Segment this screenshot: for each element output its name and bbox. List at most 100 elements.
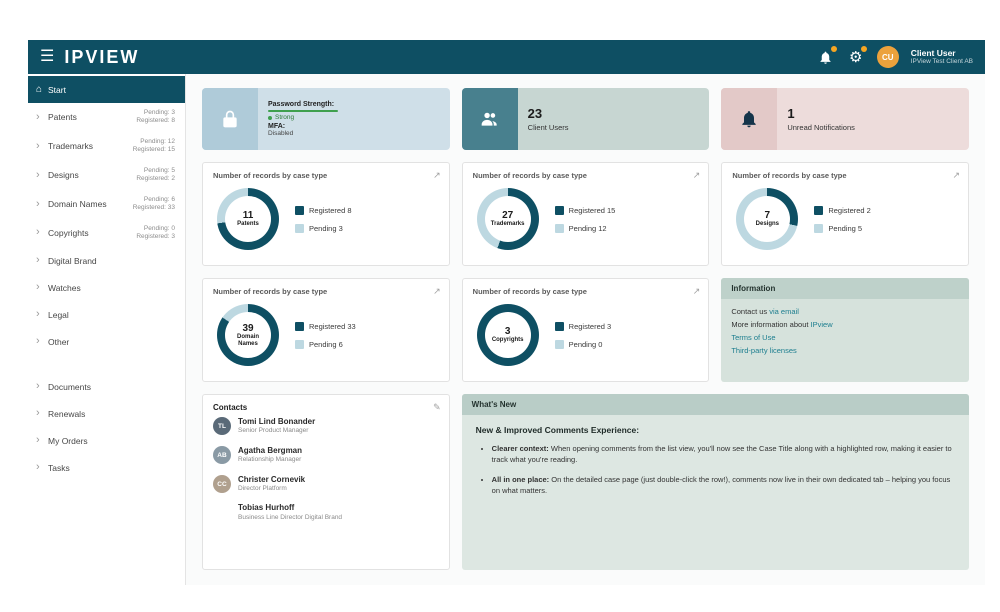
chevron-right-icon: ›	[36, 110, 40, 123]
third-party-licenses-link[interactable]: Third-party licenses	[731, 346, 797, 355]
sidebar-item-label: Trademarks	[48, 141, 94, 152]
legend-registered: Registered 33	[295, 321, 356, 331]
terms-of-use-link[interactable]: Terms of Use	[731, 333, 776, 342]
legend-pending: Pending 12	[554, 223, 616, 233]
notifications-bell-icon[interactable]	[817, 46, 837, 66]
lock-icon	[202, 88, 258, 150]
chevron-right-icon: ›	[36, 281, 40, 294]
whats-new-heading: New & Improved Comments Experience:	[475, 425, 640, 435]
client-users-label: Client Users	[527, 123, 569, 132]
settings-gear-icon[interactable]: ⚙	[847, 46, 867, 66]
chevron-right-icon: ›	[36, 434, 40, 447]
records-card-copyrights: Number of records by case type ↗ 3 Copyr…	[461, 278, 710, 382]
sidebar-divider	[28, 355, 185, 373]
contact-name: Christer Cornevik	[238, 474, 306, 484]
contact-role: Business Line Director Digital Brand	[238, 513, 343, 521]
brand-logo: IPVIEW	[64, 46, 140, 67]
sidebar-item-label: Domain Names	[48, 199, 107, 210]
card-title: Number of records by case type	[472, 171, 587, 180]
sidebar-item-renewals[interactable]: › Renewals	[28, 400, 185, 427]
information-card: Information Contact us via email More in…	[721, 278, 969, 382]
info-line-terms: Terms of Use	[731, 333, 959, 342]
mfa-label: MFA:	[268, 123, 286, 130]
notification-badge	[830, 46, 837, 52]
sidebar-item-tasks[interactable]: › Tasks	[28, 454, 185, 481]
sidebar-item-copyrights[interactable]: › Copyrights Pending: 0 Registered: 3	[28, 219, 185, 248]
whats-new-bullet: All in one place: On the detailed case p…	[492, 474, 955, 497]
legend-pending: Pending 5	[814, 223, 871, 233]
card-title: Number of records by case type	[213, 171, 328, 180]
card-title: Number of records by case type	[732, 171, 847, 180]
expand-icon[interactable]: ↗	[692, 170, 701, 180]
sidebar-item-legal[interactable]: › Legal	[28, 301, 185, 328]
expand-icon[interactable]: ↗	[692, 286, 701, 296]
sidebar-item-documents[interactable]: › Documents	[28, 373, 185, 400]
sidebar-item-watches[interactable]: › Watches	[28, 274, 185, 301]
email-link[interactable]: via email	[769, 307, 799, 316]
dashboard: Password Strength: Strong MFA: Disabled …	[186, 74, 985, 585]
info-line-about: More information about IPview	[731, 320, 833, 329]
contact-row[interactable]: CC Christer Cornevik Director Platform	[203, 470, 449, 499]
contact-row[interactable]: TH Tobias Hurhoff Business Line Director…	[203, 498, 449, 527]
edit-icon[interactable]: ✎	[433, 402, 441, 412]
information-title: Information	[721, 278, 969, 299]
chevron-right-icon: ›	[36, 168, 40, 181]
sidebar-item-label: Documents	[48, 381, 91, 392]
sidebar-item-designs[interactable]: › Designs Pending: 5 Registered: 2	[28, 161, 185, 190]
user-org: IPView Test Client AB	[910, 58, 973, 66]
chevron-right-icon: ›	[36, 380, 40, 393]
expand-icon[interactable]: ↗	[952, 170, 960, 180]
legend-swatch-pending	[295, 339, 304, 349]
sidebar-item-my-orders[interactable]: › My Orders	[28, 427, 185, 454]
whats-new-card: What's New New & Improved Comments Exper…	[461, 394, 969, 570]
about-ipview-link[interactable]: IPview	[810, 320, 833, 329]
mfa-value: Disabled	[268, 130, 294, 137]
donut-chart-patents: 11 Patents	[217, 188, 279, 250]
chevron-right-icon: ›	[36, 226, 40, 239]
unread-notifications-card: 1 Unread Notifications	[721, 88, 969, 150]
menu-icon[interactable]: ☰	[40, 48, 55, 65]
expand-icon[interactable]: ↗	[433, 170, 441, 180]
sidebar-item-counts: Pending: 3 Registered: 8	[136, 109, 175, 125]
unread-notifications-label: Unread Notifications	[787, 123, 855, 132]
chart-legend: Registered 33 Pending 6	[295, 321, 356, 349]
sidebar-item-digital-brand[interactable]: › Digital Brand	[28, 247, 185, 274]
sidebar-item-label: Patents	[48, 112, 77, 123]
sidebar-item-domain-names[interactable]: › Domain Names Pending: 6 Registered: 33	[28, 190, 185, 219]
user-name: Client User	[910, 47, 956, 58]
legend-pending: Pending 0	[554, 339, 612, 349]
legend-registered: Registered 2	[814, 205, 871, 215]
contacts-title: Contacts	[213, 403, 248, 412]
legend-pending: Pending 3	[295, 223, 352, 233]
records-card-designs: Number of records by case type ↗ 7 Desig…	[721, 162, 969, 266]
user-avatar[interactable]: CU	[876, 46, 899, 68]
sidebar-item-patents[interactable]: › Patents Pending: 3 Registered: 8	[28, 103, 185, 132]
user-info[interactable]: Client User IPView Test Client AB	[911, 48, 973, 67]
contact-role: Senior Product Manager	[238, 427, 309, 435]
records-card-patents: Number of records by case type ↗ 11 Pate…	[202, 162, 450, 266]
expand-icon[interactable]: ↗	[433, 286, 441, 296]
contact-name: Tomi Lind Bonander	[238, 417, 316, 426]
legend-swatch-pending	[554, 223, 564, 233]
donut-chart-designs: 7 Designs	[736, 188, 799, 250]
sidebar-item-start[interactable]: ⌂ Start	[28, 76, 185, 103]
donut-chart-copyrights: 3 Copyrights	[476, 304, 539, 366]
contact-avatar: TL	[213, 417, 231, 436]
chevron-right-icon: ›	[36, 139, 40, 152]
users-icon	[461, 88, 518, 150]
legend-swatch-registered	[554, 321, 564, 331]
sidebar-item-other[interactable]: › Other	[28, 328, 185, 355]
info-line-licenses: Third-party licenses	[731, 346, 959, 355]
legend-swatch-pending	[295, 223, 304, 233]
card-title: Number of records by case type	[472, 287, 587, 296]
chart-legend: Registered 2 Pending 5	[814, 205, 871, 233]
sidebar-item-trademarks[interactable]: › Trademarks Pending: 12 Registered: 15	[28, 132, 185, 161]
legend-swatch-registered	[295, 321, 304, 331]
legend-registered: Registered 3	[554, 321, 611, 331]
sidebar-item-label: My Orders	[48, 435, 88, 446]
legend-registered: Registered 8	[295, 205, 352, 215]
contact-row[interactable]: AB Agatha Bergman Relationship Manager	[203, 441, 449, 470]
sidebar-item-label: Designs	[48, 170, 79, 181]
sidebar-item-label: Copyrights	[48, 227, 89, 238]
contact-row[interactable]: TL Tomi Lind Bonander Senior Product Man…	[203, 412, 449, 441]
